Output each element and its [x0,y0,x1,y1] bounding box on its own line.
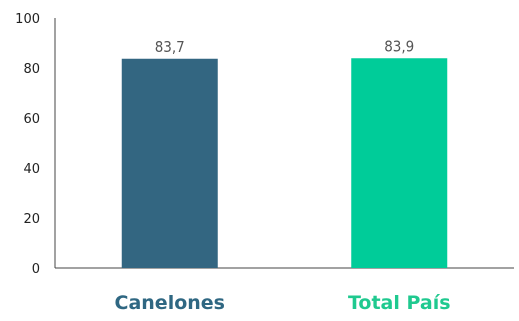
y-tick-label: 100 [15,12,40,27]
bar-value-label: 83,7 [155,38,185,56]
y-tick-label: 80 [23,62,40,77]
category-labels: Canelones Total País [115,292,451,314]
category-label: Total País [348,292,451,314]
y-tick-label: 0 [32,262,40,277]
bar-canelones [121,58,218,268]
y-axis-ticks: 0 20 40 60 80 100 [15,12,40,277]
category-label: Canelones [115,292,225,314]
value-labels: 83,7 83,9 [155,37,415,56]
bars [121,58,448,268]
y-tick-label: 60 [23,112,40,127]
bar-value-label: 83,9 [384,37,414,55]
y-tick-label: 40 [23,162,40,177]
y-tick-label: 20 [23,212,40,227]
bar-total-país [351,58,448,268]
